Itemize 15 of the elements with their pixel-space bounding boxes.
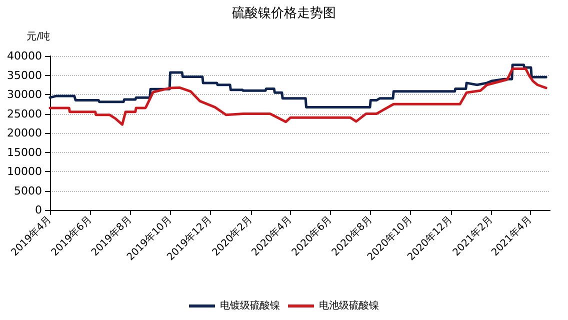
line-series (48, 64, 548, 108)
line-series (48, 67, 548, 126)
y-tick-label: 5000 (14, 184, 42, 198)
y-tick-label: 20000 (7, 126, 42, 140)
y-tick-label: 10000 (7, 165, 42, 178)
y-tick-label: 40000 (7, 50, 42, 62)
y-tick-label: 30000 (7, 88, 42, 101)
y-tick-label: 25000 (7, 107, 42, 120)
legend-label: 电池级硫酸镍 (319, 300, 379, 312)
y-axis-title: 元/吨 (26, 30, 50, 42)
legend-label: 电镀级硫酸镍 (220, 300, 280, 312)
y-tick-label: 15000 (7, 146, 42, 159)
y-tick-label: 0 (35, 204, 42, 216)
chart-title: 硫酸镍价格走势图 (232, 6, 336, 21)
y-tick-label: 35000 (7, 68, 42, 82)
